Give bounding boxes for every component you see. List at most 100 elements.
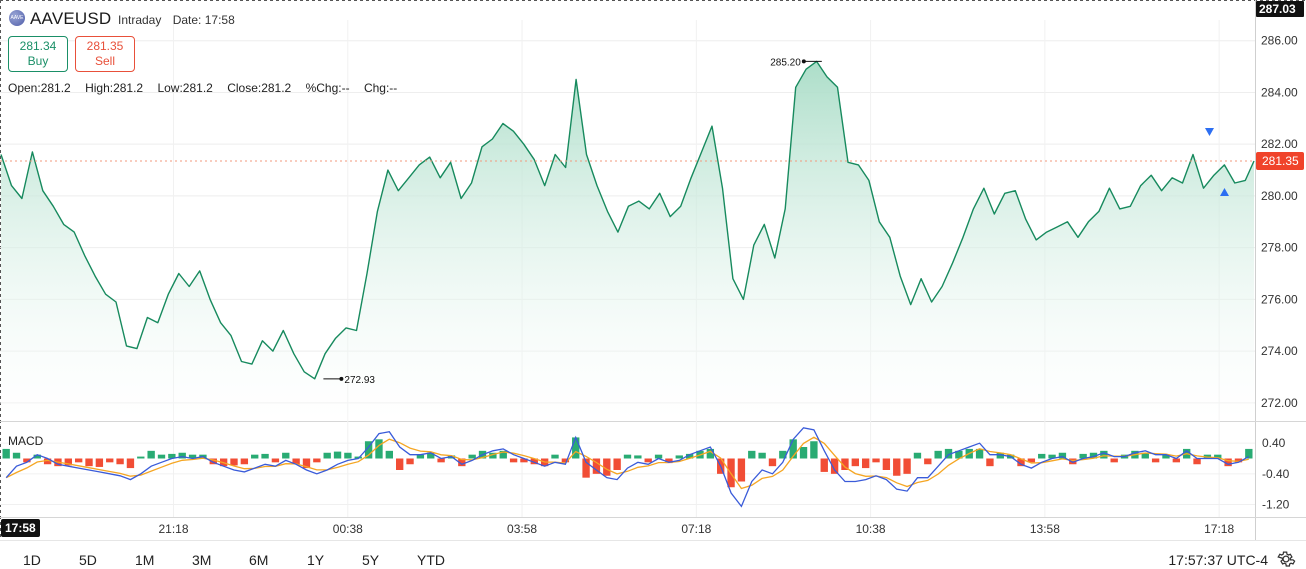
macd-histogram-bar [986,458,994,467]
trade-markers[interactable] [1205,128,1229,196]
period-1m[interactable]: 1M [135,552,155,568]
annotation-dot [801,59,806,64]
macd-histogram-bar [675,455,683,459]
macd-histogram-bar [572,437,580,459]
macd-histogram-bar [1193,458,1201,465]
macd-histogram-bar [375,439,383,459]
period-1d[interactable]: 1D [23,552,41,568]
macd-histogram-bar [561,458,570,463]
macd-histogram-bar [1172,458,1181,463]
macd-histogram-bar [157,454,166,459]
macd-histogram-bar [924,458,932,465]
ohlc-open: Open:281.2 [8,81,71,95]
macd-histogram-bar [12,452,21,459]
period-1y[interactable]: 1Y [307,552,325,568]
macd-histogram-bar [758,452,766,459]
price-tick-label: 286.00 [1261,34,1298,48]
macd-histogram-bar [1151,458,1160,463]
macd-histogram-bar [851,458,859,467]
macd-histogram-bar [489,452,497,459]
macd-histogram-bar [323,452,331,459]
macd-tick-label: -0.40 [1262,467,1290,481]
macd-histogram-bar [944,448,953,459]
sell-label: Sell [94,54,115,68]
macd-histogram-bar [592,458,601,474]
price-annotations: 285.20 272.93 [323,57,822,386]
annotation-dot [339,376,344,381]
macd-histogram-bar [955,450,963,459]
macd-histogram-bar [333,451,342,459]
ohlc-chg: Chg:-- [363,81,398,95]
macd-histogram-bar [437,458,445,463]
period-3m[interactable]: 3M [192,552,212,568]
macd-histogram-bar [1214,454,1222,459]
date-label: Date: 17:58 [172,13,235,27]
macd-histogram-bar [271,458,280,463]
macd-histogram-bar [654,454,663,459]
macd-histogram-bar [913,452,922,459]
macd-histogram-bar [1069,458,1077,465]
macd-histogram-bar [302,458,311,469]
macd-histogram-bar [1038,453,1046,459]
macd-histogram-bar [799,447,808,459]
macd-histogram-bar [116,458,124,465]
macd-histogram-bar [706,448,715,459]
macd-axis: 0.40 -0.40 -1.20 [1262,436,1290,511]
period-5d[interactable]: 5D [79,552,97,568]
macd-histogram-bar [251,454,259,459]
macd-signal-line [5,436,1249,490]
sell-price: 281.35 [86,39,124,53]
macd-histogram-bar [126,458,135,469]
macd-histogram-bar [261,453,269,459]
macd-histogram-bar [64,458,72,466]
aave-logo: AAVE [9,10,25,26]
macd-histogram-bar [178,452,186,459]
macd-histogram-bar [582,458,590,478]
macd-histogram-bar [1234,458,1243,463]
macd-histogram-bar [396,458,404,470]
macd-histogram-bar [137,456,145,459]
macd-histogram-bar [74,458,83,463]
macd-histogram-bar [551,454,559,459]
price-axis[interactable]: 272.00 274.00 276.00 278.00 280.00 282.00 284.… [1256,1,1304,410]
macd-histogram-bar [106,458,114,463]
buy-button[interactable]: 281.34 Buy [8,36,68,72]
macd-histogram-bar [509,458,518,463]
macd-histogram-bar [427,452,435,459]
macd-histogram-bar [1245,448,1253,459]
macd-histogram-bar [240,458,249,465]
macd-label: MACD [8,434,44,448]
macd-histogram-bar [644,458,652,463]
macd-histogram-bar [95,458,104,467]
price-tick-label: 272.00 [1261,396,1298,410]
price-line [0,60,1255,380]
interval-label: Intraday [118,13,162,27]
macd-histogram-bar [996,452,1004,459]
macd-histogram-bar [810,441,818,459]
macd-histogram-bar [499,450,507,459]
price-tick-label: 274.00 [1261,344,1298,358]
gear-icon[interactable] [1276,549,1296,569]
period-ytd[interactable]: YTD [417,552,445,568]
macd-histogram-bar [830,458,839,474]
current-price-label: 281.35 [1262,154,1299,168]
macd-histogram-bar [282,452,290,459]
period-5y[interactable]: 5Y [362,552,380,568]
time-axis[interactable]: 21:18 00:38 03:58 07:18 10:38 13:58 17:18 [159,522,1235,536]
ohlc-readout: Open:281.2 High:281.2 Low:281.2 Close:28… [8,81,408,95]
macd-histogram-bar [1224,458,1232,467]
macd-histogram-bar [603,458,611,476]
symbol-title: AAVEUSD [30,9,112,28]
period-6m[interactable]: 6M [249,552,269,568]
macd-histogram-bar [1079,453,1087,459]
sell-button[interactable]: 281.35 Sell [75,36,135,72]
current-price-badge [1256,151,1304,170]
macd-histogram-bar [385,450,394,459]
macd-histogram-bar [468,454,476,459]
macd-histogram-bar [789,439,797,459]
time-tick-label: 00:38 [333,522,363,536]
macd-histogram-bar [1110,458,1118,463]
macd-histogram-bar [416,454,425,459]
price-area [1,61,1254,422]
